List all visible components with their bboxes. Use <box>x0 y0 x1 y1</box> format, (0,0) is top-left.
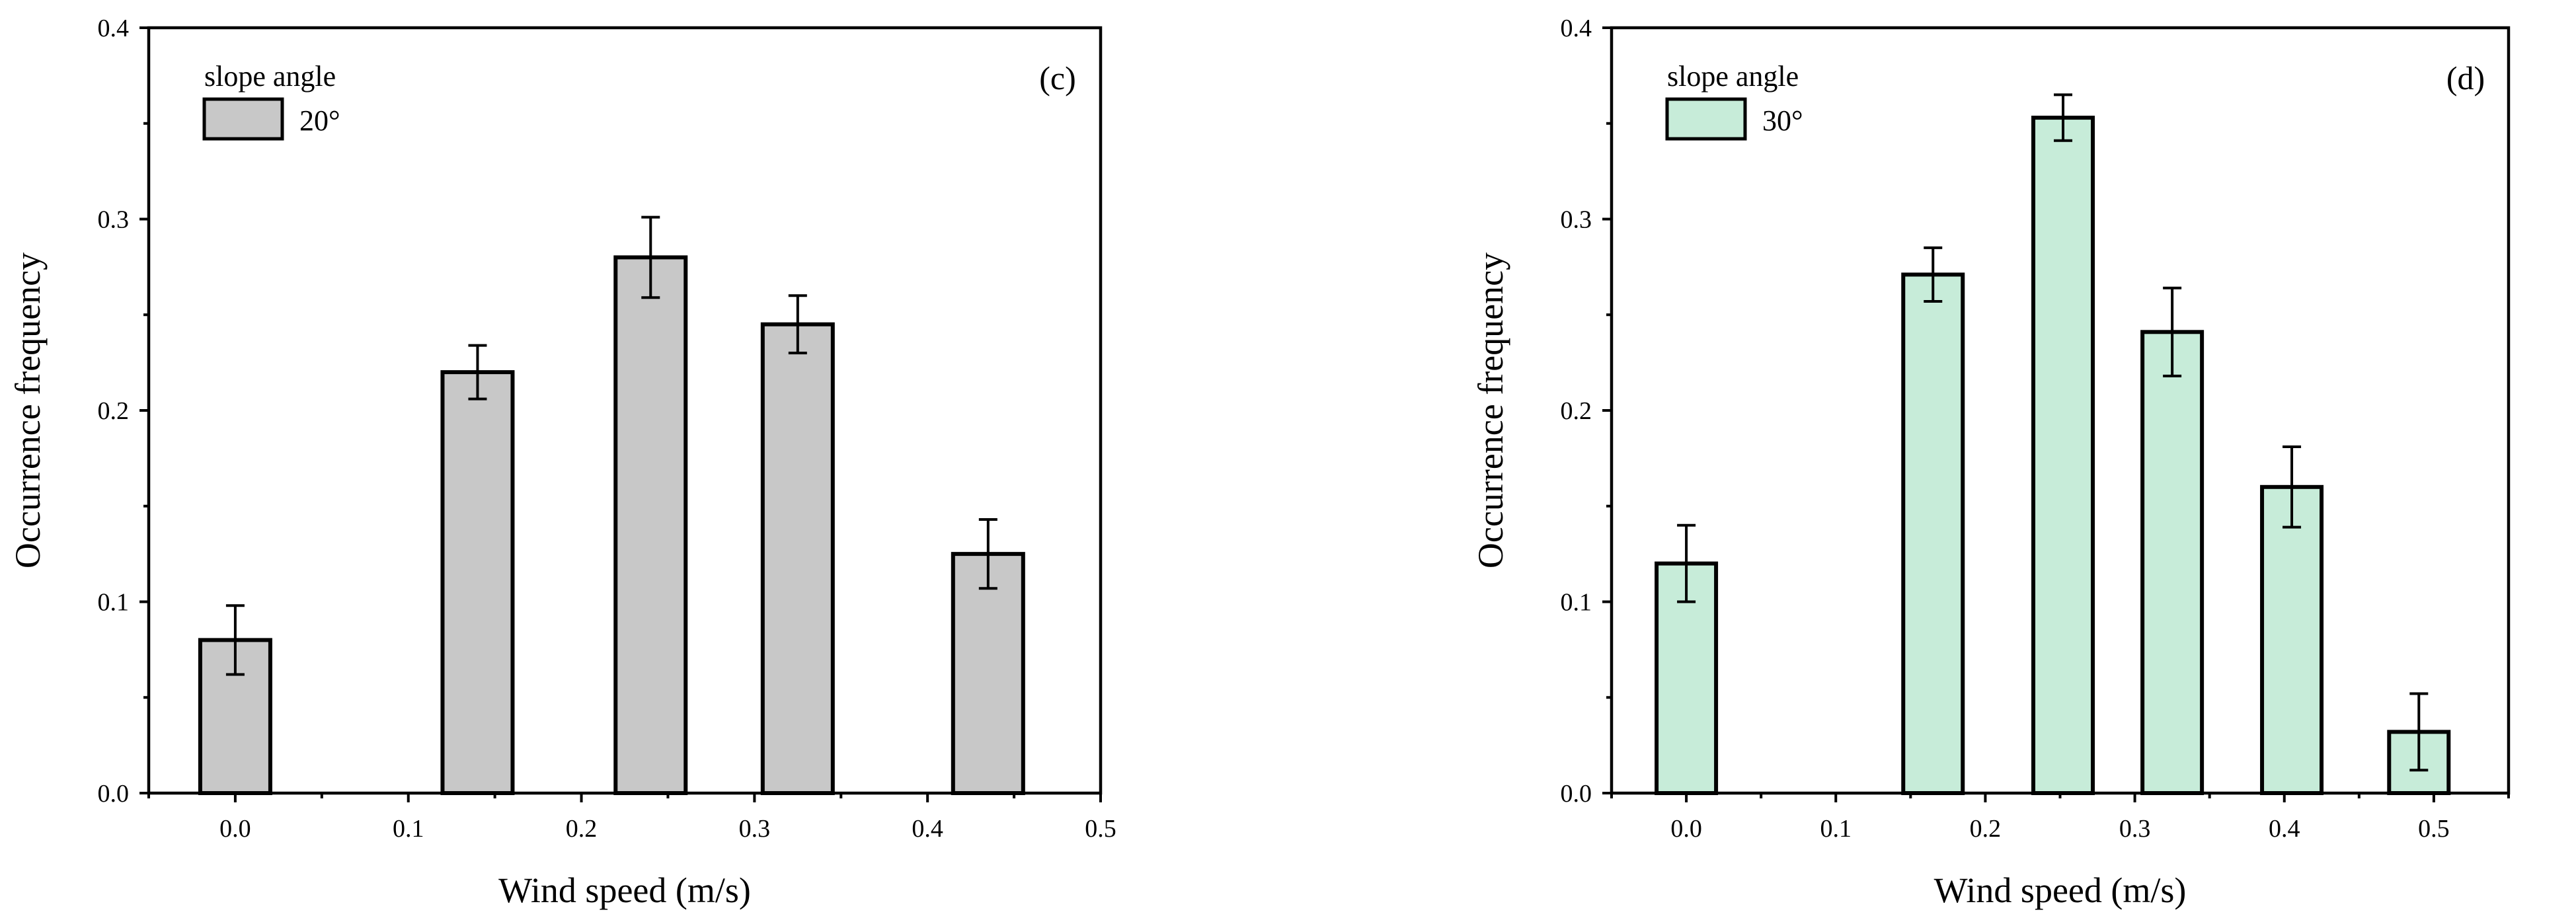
x-tick-label: 0.4 <box>912 815 943 843</box>
error-bar <box>2283 445 2302 529</box>
x-tick-label: 0.1 <box>393 815 424 843</box>
error-bar <box>641 215 660 299</box>
bar <box>1901 272 1965 795</box>
bar <box>760 322 835 796</box>
y-tick-label: 0.3 <box>98 206 130 234</box>
error-bar <box>2163 286 2182 377</box>
x-tick-label: 0.2 <box>566 815 598 843</box>
y-axis-title: Occurrence frequency <box>8 252 48 568</box>
panel-label: (d) <box>2446 59 2485 96</box>
legend-label: 20° <box>299 104 340 137</box>
error-bar <box>468 344 487 401</box>
x-tick-label: 0.5 <box>1085 815 1116 843</box>
bar <box>951 552 1025 795</box>
legend-swatch <box>202 97 284 141</box>
error-bar <box>1924 246 1943 303</box>
x-axis-title: Wind speed (m/s) <box>1934 870 2187 910</box>
x-tick-label: 0.4 <box>2269 815 2300 843</box>
legend-title: slope angle <box>1667 60 1799 93</box>
y-tick-label: 0.1 <box>1561 589 1592 617</box>
error-bar <box>1677 523 1696 603</box>
x-axis-title: Wind speed (m/s) <box>498 870 751 910</box>
error-bar <box>225 604 245 676</box>
bar <box>2031 116 2095 795</box>
y-axis-title: Occurrence frequency <box>1471 252 1510 568</box>
x-tick-label: 0.1 <box>1820 815 1852 843</box>
error-bar <box>2409 692 2429 772</box>
y-tick-label: 0.3 <box>1561 206 1592 234</box>
chart-panel-d: 0.0 0.1 0.2 0.3 0.4 0.0 0.1 0.2 0.3 0.4 0.5 Wind sp… <box>1471 15 2511 910</box>
x-tick-label: 0.3 <box>2119 815 2151 843</box>
chart-panel-c: 0.0 0.1 0.2 0.3 0.4 0.0 0.1 0.2 0.3 0.4 0.5 Wind sp… <box>8 15 1116 910</box>
y-tick-label: 0.0 <box>98 780 130 808</box>
x-tick-label: 0.0 <box>1670 815 1702 843</box>
y-tick-label: 0.2 <box>1561 397 1592 425</box>
bar <box>613 255 688 795</box>
legend-label: 30° <box>1762 104 1803 137</box>
bar <box>2260 484 2324 795</box>
y-tick-label: 0.4 <box>98 15 130 42</box>
legend-title: slope angle <box>204 60 336 93</box>
x-tick-label: 0.2 <box>1970 815 2002 843</box>
error-bar <box>978 518 997 590</box>
x-tick-label: 0.0 <box>219 815 251 843</box>
error-bar <box>2054 93 2073 142</box>
x-tick-label: 0.3 <box>739 815 771 843</box>
panel-label: (c) <box>1039 59 1076 96</box>
y-tick-label: 0.2 <box>98 397 130 425</box>
y-tick-label: 0.1 <box>98 589 130 617</box>
bar <box>2140 330 2205 795</box>
legend-swatch <box>1665 97 1747 141</box>
y-tick-label: 0.0 <box>1561 780 1592 808</box>
y-tick-label: 0.4 <box>1561 15 1592 42</box>
error-bar <box>788 294 807 355</box>
bar <box>440 370 515 795</box>
x-tick-label: 0.5 <box>2418 815 2450 843</box>
